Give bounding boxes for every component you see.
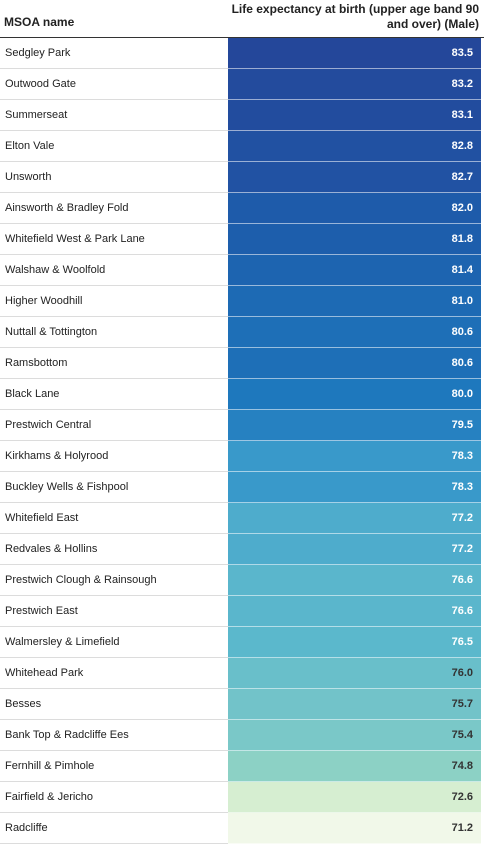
table-row: Fairfield & Jericho 72.6 xyxy=(0,782,484,813)
table-row: Higher Woodhill 81.0 xyxy=(0,286,484,317)
msoa-name-cell: Higher Woodhill xyxy=(0,286,228,317)
life-expectancy-value-cell: 79.5 xyxy=(228,410,481,441)
table-row: Prestwich Central 79.5 xyxy=(0,410,484,441)
life-expectancy-value-cell: 83.5 xyxy=(228,38,481,69)
life-expectancy-value-cell: 72.6 xyxy=(228,782,481,813)
life-expectancy-value-cell: 76.6 xyxy=(228,596,481,627)
life-expectancy-value-cell: 80.6 xyxy=(228,348,481,379)
life-expectancy-value-cell: 77.2 xyxy=(228,503,481,534)
table-row: Redvales & Hollins 77.2 xyxy=(0,534,484,565)
life-expectancy-value-cell: 75.7 xyxy=(228,689,481,720)
column-header-life-expectancy: Life expectancy at birth (upper age band… xyxy=(231,2,479,31)
table-row: Whitefield West & Park Lane 81.8 xyxy=(0,224,484,255)
life-expectancy-value-cell: 76.6 xyxy=(228,565,481,596)
table-row: Fernhill & Pimhole 74.8 xyxy=(0,751,484,782)
msoa-name-cell: Black Lane xyxy=(0,379,228,410)
table-row: Prestwich East 76.6 xyxy=(0,596,484,627)
msoa-name-cell: Kirkhams & Holyrood xyxy=(0,441,228,472)
msoa-name-cell: Whitefield West & Park Lane xyxy=(0,224,228,255)
table-row: Ramsbottom 80.6 xyxy=(0,348,484,379)
life-expectancy-value-cell: 78.3 xyxy=(228,472,481,503)
life-expectancy-value-cell: 78.3 xyxy=(228,441,481,472)
msoa-name-cell: Fairfield & Jericho xyxy=(0,782,228,813)
msoa-name-cell: Whitefield East xyxy=(0,503,228,534)
table-row: Black Lane 80.0 xyxy=(0,379,484,410)
msoa-name-cell: Whitehead Park xyxy=(0,658,228,689)
table-row: Buckley Wells & Fishpool 78.3 xyxy=(0,472,484,503)
table-row: Summerseat 83.1 xyxy=(0,100,484,131)
table-row: Nuttall & Tottington 80.6 xyxy=(0,317,484,348)
table-row: Ainsworth & Bradley Fold 82.0 xyxy=(0,193,484,224)
msoa-name-cell: Fernhill & Pimhole xyxy=(0,751,228,782)
table-row: Unsworth 82.7 xyxy=(0,162,484,193)
life-expectancy-value-cell: 76.0 xyxy=(228,658,481,689)
msoa-name-cell: Bank Top & Radcliffe Ees xyxy=(0,720,228,751)
msoa-name-cell: Buckley Wells & Fishpool xyxy=(0,472,228,503)
msoa-name-cell: Prestwich Central xyxy=(0,410,228,441)
column-header-msoa-name: MSOA name xyxy=(4,15,75,29)
msoa-name-cell: Besses xyxy=(0,689,228,720)
life-expectancy-value-cell: 74.8 xyxy=(228,751,481,782)
msoa-name-cell: Walshaw & Woolfold xyxy=(0,255,228,286)
table-header: MSOA name Life expectancy at birth (uppe… xyxy=(0,0,484,38)
life-expectancy-value-cell: 77.2 xyxy=(228,534,481,565)
table-row: Besses 75.7 xyxy=(0,689,484,720)
msoa-name-cell: Nuttall & Tottington xyxy=(0,317,228,348)
msoa-name-cell: Sedgley Park xyxy=(0,38,228,69)
table-row: Whitefield East 77.2 xyxy=(0,503,484,534)
life-expectancy-value-cell: 75.4 xyxy=(228,720,481,751)
life-expectancy-value-cell: 81.8 xyxy=(228,224,481,255)
table-row: Bank Top & Radcliffe Ees 75.4 xyxy=(0,720,484,751)
msoa-name-cell: Elton Vale xyxy=(0,131,228,162)
life-expectancy-value-cell: 81.0 xyxy=(228,286,481,317)
life-expectancy-value-cell: 71.2 xyxy=(228,813,481,844)
msoa-name-cell: Walmersley & Limefield xyxy=(0,627,228,658)
life-expectancy-value-cell: 81.4 xyxy=(228,255,481,286)
life-expectancy-value-cell: 76.5 xyxy=(228,627,481,658)
table-row: Walmersley & Limefield 76.5 xyxy=(0,627,484,658)
life-expectancy-value-cell: 80.0 xyxy=(228,379,481,410)
table-row: Radcliffe 71.2 xyxy=(0,813,484,844)
table-row: Whitehead Park 76.0 xyxy=(0,658,484,689)
msoa-name-cell: Radcliffe xyxy=(0,813,228,844)
life-expectancy-value-cell: 82.7 xyxy=(228,162,481,193)
table-row: Walshaw & Woolfold 81.4 xyxy=(0,255,484,286)
life-expectancy-value-cell: 82.8 xyxy=(228,131,481,162)
life-expectancy-value-cell: 83.2 xyxy=(228,69,481,100)
life-expectancy-value-cell: 83.1 xyxy=(228,100,481,131)
table-row: Elton Vale 82.8 xyxy=(0,131,484,162)
life-expectancy-value-cell: 82.0 xyxy=(228,193,481,224)
msoa-name-cell: Prestwich Clough & Rainsough xyxy=(0,565,228,596)
msoa-name-cell: Outwood Gate xyxy=(0,69,228,100)
msoa-name-cell: Redvales & Hollins xyxy=(0,534,228,565)
msoa-name-cell: Summerseat xyxy=(0,100,228,131)
msoa-name-cell: Unsworth xyxy=(0,162,228,193)
table-row: Sedgley Park 83.5 xyxy=(0,38,484,69)
table-row: Prestwich Clough & Rainsough 76.6 xyxy=(0,565,484,596)
table-body: Sedgley Park 83.5 Outwood Gate 83.2 Summerse… xyxy=(0,38,484,844)
msoa-name-cell: Ainsworth & Bradley Fold xyxy=(0,193,228,224)
msoa-name-cell: Prestwich East xyxy=(0,596,228,627)
table-row: Outwood Gate 83.2 xyxy=(0,69,484,100)
msoa-name-cell: Ramsbottom xyxy=(0,348,228,379)
table-row: Kirkhams & Holyrood 78.3 xyxy=(0,441,484,472)
life-expectancy-value-cell: 80.6 xyxy=(228,317,481,348)
